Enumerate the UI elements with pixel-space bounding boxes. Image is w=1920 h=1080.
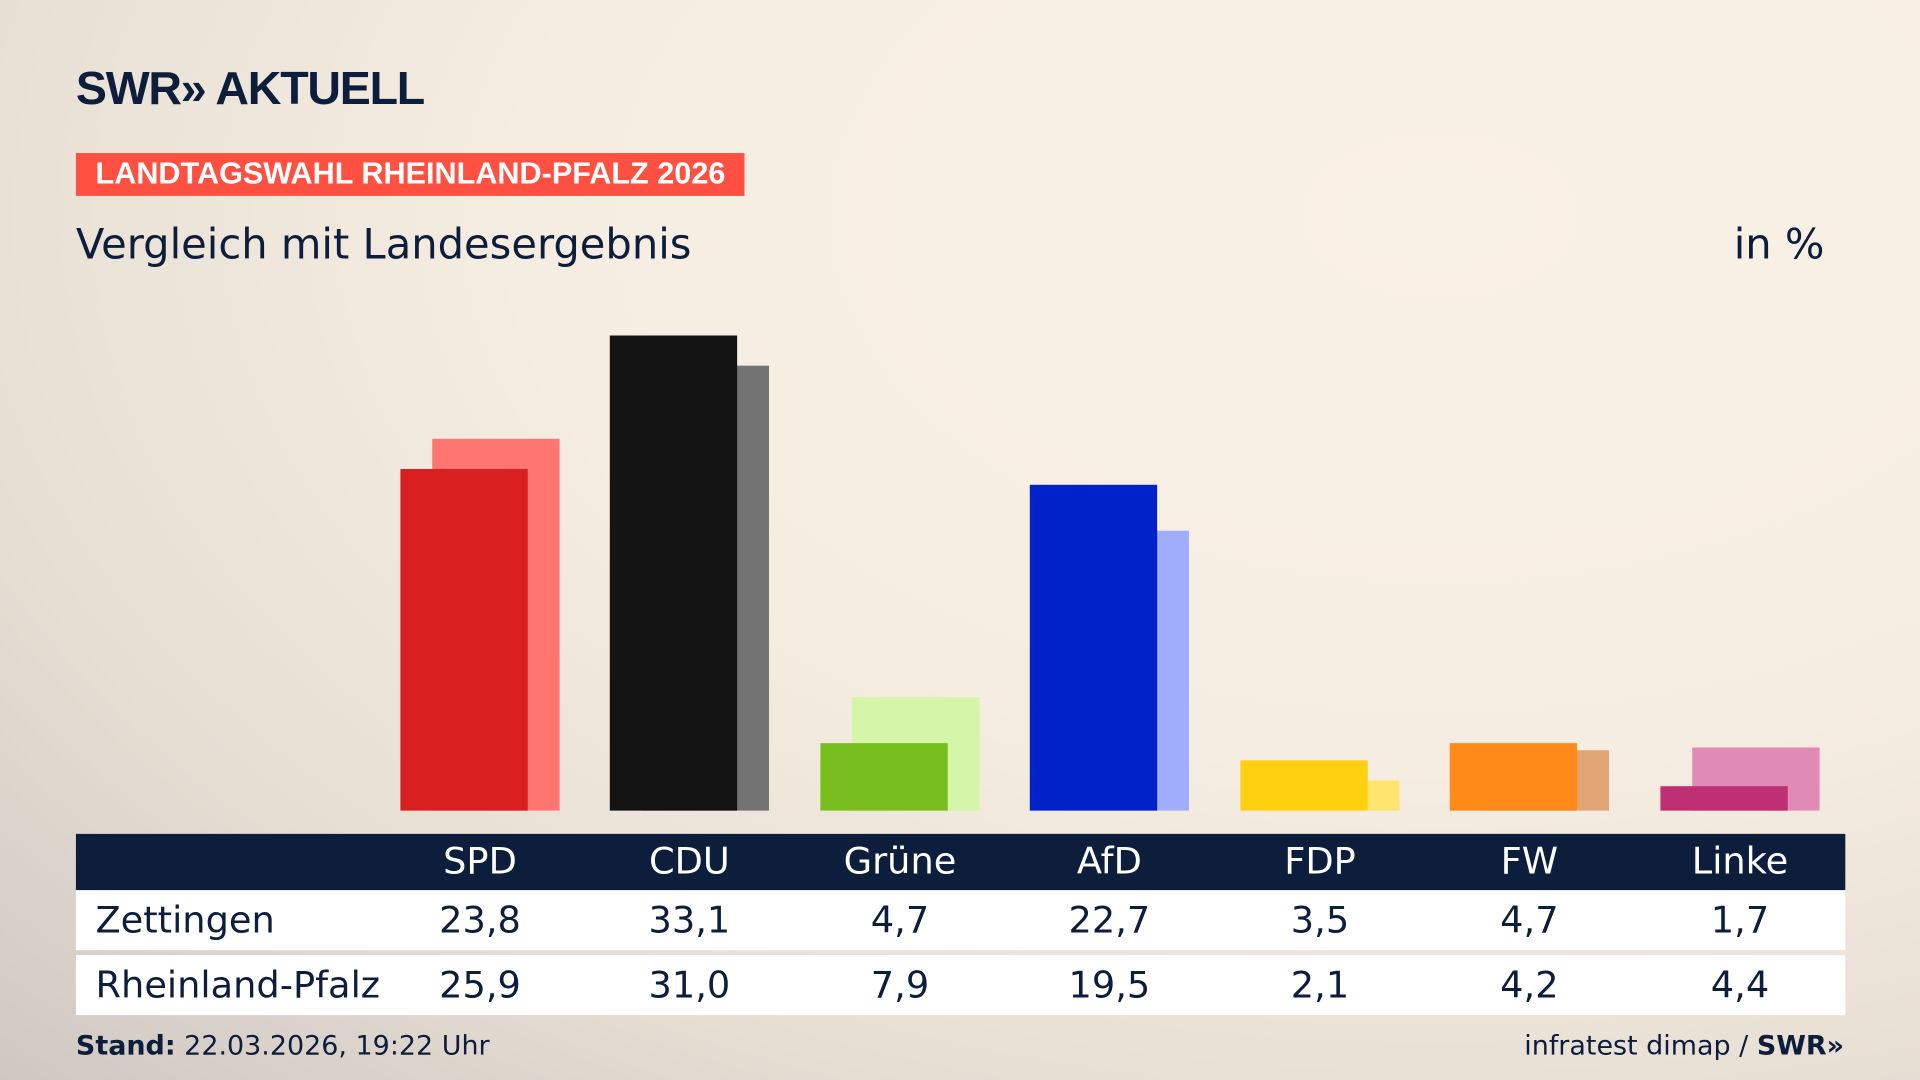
stand-value: 22.03.2026, 19:22 Uhr — [175, 1031, 490, 1062]
category-label: CDU — [648, 840, 730, 884]
row-label: Rheinland-Pfalz — [95, 963, 381, 1007]
value-label: 2,1 — [1290, 963, 1350, 1007]
bar-linke-local — [1660, 786, 1788, 811]
bar-fdp-local — [1240, 760, 1368, 811]
value-label: 4,4 — [1710, 963, 1770, 1007]
chart-subtitle: Vergleich mit Landesergebnis — [75, 220, 692, 270]
election-tag: LANDTAGSWAHL RHEINLAND-PFALZ 2026 — [75, 153, 745, 196]
value-label: 33,1 — [648, 898, 731, 942]
value-label: 31,0 — [648, 963, 731, 1007]
row-label: Zettingen — [95, 898, 275, 942]
value-label: 4,7 — [870, 898, 930, 942]
category-label: FDP — [1284, 840, 1356, 884]
source-text: infratest dimap / — [1524, 1031, 1757, 1062]
value-label: 19,5 — [1068, 963, 1151, 1007]
stand-label: Stand: — [75, 1031, 176, 1062]
category-label: FW — [1500, 840, 1559, 884]
bar-fw-local — [1449, 743, 1578, 811]
table-row: Rheinland-Pfalz 25,9 31,0 7,9 19,5 2,1 4,2 4,4 — [75, 955, 1846, 1016]
bar-spd-local — [400, 468, 528, 811]
value-label: 1,7 — [1710, 898, 1770, 942]
value-label: 25,9 — [439, 963, 521, 1007]
value-label: 23,8 — [439, 898, 521, 942]
bar-grüne-local — [820, 743, 948, 811]
category-label: SPD — [443, 840, 517, 884]
value-label: 3,5 — [1290, 898, 1350, 942]
category-label: Linke — [1691, 840, 1789, 884]
table-header: SPD CDU Grüne AfD FDP FW Linke — [75, 833, 1846, 891]
value-label: 22,7 — [1068, 898, 1151, 942]
swr-aktuell-logo: SWR» AKTUELL — [75, 63, 425, 116]
swr-small-logo: SWR» — [1756, 1031, 1845, 1062]
source: infratest dimap / SWR» — [1524, 1031, 1844, 1062]
value-label: 7,9 — [870, 963, 930, 1007]
timestamp: Stand: 22.03.2026, 19:22 Uhr — [76, 1031, 490, 1062]
bar-afd-local — [1029, 484, 1158, 811]
value-label: 4,7 — [1500, 898, 1559, 942]
category-label: AfD — [1076, 840, 1142, 884]
table-row: Zettingen 23,8 33,1 4,7 22,7 3,5 4,7 1,7 — [75, 890, 1846, 951]
unit-label: in % — [1733, 220, 1825, 270]
category-label: Grüne — [843, 840, 957, 884]
value-label: 4,2 — [1500, 963, 1559, 1007]
bar-cdu-local — [609, 335, 738, 811]
